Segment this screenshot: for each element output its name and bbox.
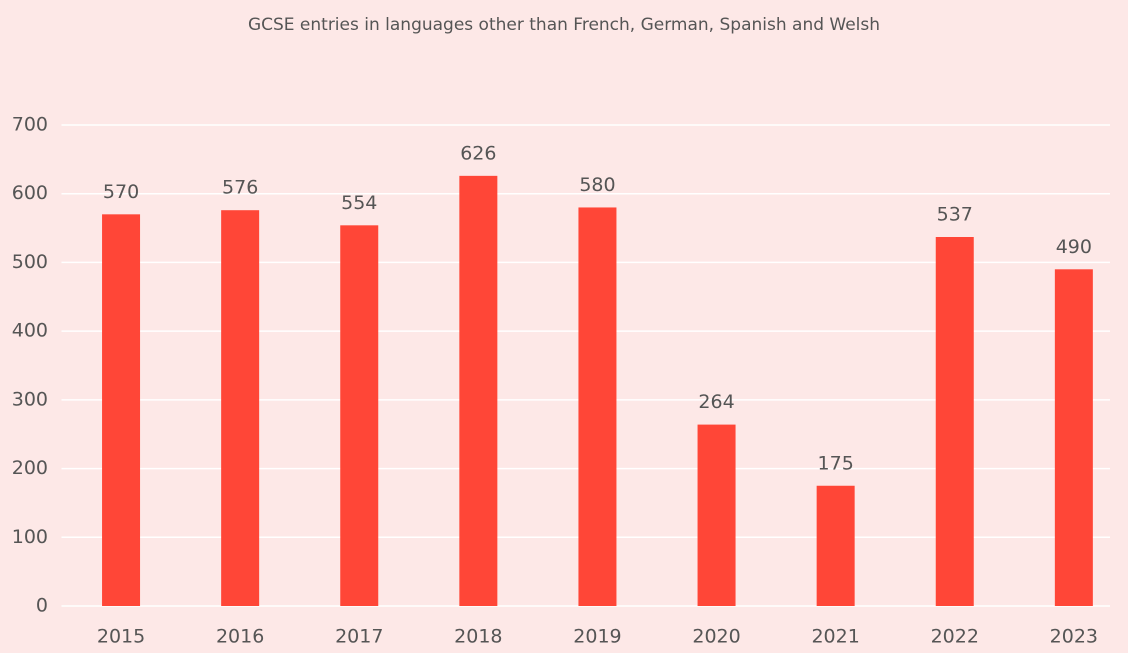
x-tick-label: 2023: [1050, 626, 1098, 648]
y-tick-label: 300: [12, 388, 48, 410]
x-tick-label: 2022: [931, 626, 979, 648]
y-tick-label: 400: [12, 320, 48, 342]
value-label: 570: [103, 181, 139, 203]
value-label: 626: [460, 142, 496, 164]
value-label: 580: [579, 174, 615, 196]
y-tick-label: 700: [12, 114, 48, 136]
y-tick-label: 100: [12, 526, 48, 548]
value-label: 490: [1056, 236, 1092, 258]
value-label: 537: [937, 204, 973, 226]
x-tick-label: 2017: [335, 626, 383, 648]
y-tick-label: 600: [12, 182, 48, 204]
bar: [1054, 269, 1093, 606]
bar: [459, 175, 498, 606]
x-tick-label: 2018: [454, 626, 502, 648]
value-label: 554: [341, 192, 377, 214]
bar: [697, 424, 736, 606]
value-label: 576: [222, 177, 258, 199]
x-tick-label: 2019: [573, 626, 621, 648]
x-tick-label: 2020: [692, 626, 740, 648]
x-tick-label: 2015: [97, 626, 145, 648]
x-tick-label: 2021: [811, 626, 859, 648]
bar: [578, 207, 617, 606]
x-tick-label: 2016: [216, 626, 264, 648]
bar: [102, 214, 141, 607]
bar: [935, 237, 974, 607]
bar: [340, 225, 379, 606]
bar: [816, 485, 855, 606]
value-label: 175: [818, 452, 854, 474]
y-tick-label: 500: [12, 251, 48, 273]
chart-title: GCSE entries in languages other than Fre…: [248, 15, 880, 35]
y-tick-label: 0: [36, 595, 48, 617]
value-label: 264: [698, 391, 734, 413]
y-tick-label: 200: [12, 457, 48, 479]
bar: [221, 210, 260, 606]
